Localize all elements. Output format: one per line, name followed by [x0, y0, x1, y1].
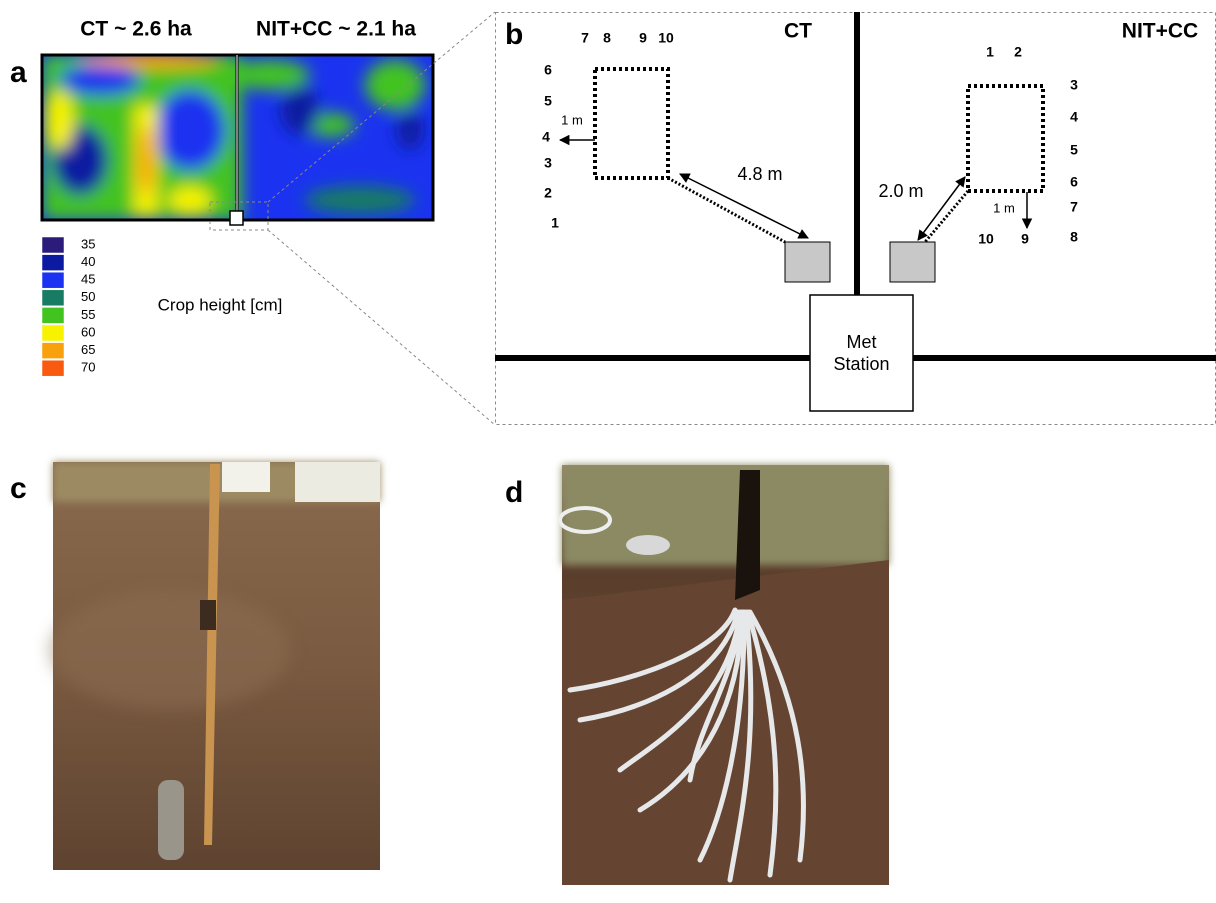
distance-arrow: [918, 177, 965, 240]
probe-number: 3: [1070, 77, 1078, 93]
probe-number: 4: [542, 129, 550, 145]
legend-swatch: [42, 325, 64, 341]
cable: [668, 178, 785, 242]
legend-swatch: [42, 290, 64, 306]
met-station-text: Met Station: [827, 331, 897, 375]
photo-cable-trench: [560, 465, 889, 885]
probe-number: 2: [544, 185, 552, 201]
legend-label: 65: [81, 342, 95, 357]
probe-number: 5: [544, 93, 552, 109]
legend: 35 40 45 50 55 60 65 70: [42, 236, 95, 376]
legend-label: 45: [81, 272, 95, 287]
probe-number: 7: [1070, 199, 1078, 215]
field-label: NIT+CC: [1122, 20, 1198, 43]
zoom-line: [268, 230, 495, 425]
met-station-label: Met Station: [810, 295, 913, 411]
probe-number: 7: [581, 30, 589, 46]
panel-label: b: [505, 18, 523, 51]
distance-label: 4.8 m: [737, 164, 782, 184]
probe-number: 10: [658, 30, 674, 46]
probe-number: 9: [1021, 231, 1029, 247]
distance-label: 2.0 m: [878, 181, 923, 201]
probe-number: 1: [551, 215, 559, 231]
legend-label: 60: [81, 324, 95, 339]
legend-swatch: [42, 360, 64, 376]
legend-swatch: [42, 343, 64, 359]
probe-profile: [968, 86, 1043, 191]
panel-label: c: [10, 472, 27, 505]
cable: [925, 191, 968, 242]
probe-number: 9: [639, 30, 647, 46]
field-label: CT: [784, 20, 812, 43]
legend-label: 70: [81, 360, 95, 375]
probe-number: 4: [1070, 109, 1078, 125]
station-marker: [230, 211, 243, 225]
probe-number: 1: [986, 44, 994, 60]
figure: a b c d CT ~ 2.6 ha NIT+CC ~ 2.1 ha 3: [0, 0, 1216, 898]
probe-number: 8: [603, 30, 611, 46]
spacing-label: 1 m: [993, 200, 1015, 215]
map-title: CT ~ 2.6 ha: [80, 18, 192, 41]
probe-number: 10: [978, 231, 994, 247]
map-title: NIT+CC ~ 2.1 ha: [256, 18, 416, 41]
probe-number: 6: [1070, 174, 1078, 190]
probe-number: 8: [1070, 229, 1078, 245]
legend-title: Crop height [cm]: [158, 295, 283, 314]
legend-swatch: [42, 237, 64, 253]
probe-number: 6: [544, 62, 552, 78]
panel-label: d: [505, 476, 523, 509]
legend-swatch: [42, 255, 64, 271]
legend-label: 35: [81, 236, 95, 251]
photo-soil-pit: [50, 462, 380, 870]
probe-number: 3: [544, 155, 552, 171]
probe-profile: [595, 69, 668, 178]
legend-swatch: [42, 307, 64, 323]
datalogger: [785, 242, 830, 282]
panel-label: a: [10, 56, 27, 89]
legend-label: 55: [81, 307, 95, 322]
legend-label: 50: [81, 289, 95, 304]
legend-label: 40: [81, 254, 95, 269]
legend-swatch: [42, 272, 64, 288]
datalogger: [890, 242, 935, 282]
probe-number: 2: [1014, 44, 1022, 60]
spacing-label: 1 m: [561, 112, 583, 127]
probe-number: 5: [1070, 142, 1078, 158]
